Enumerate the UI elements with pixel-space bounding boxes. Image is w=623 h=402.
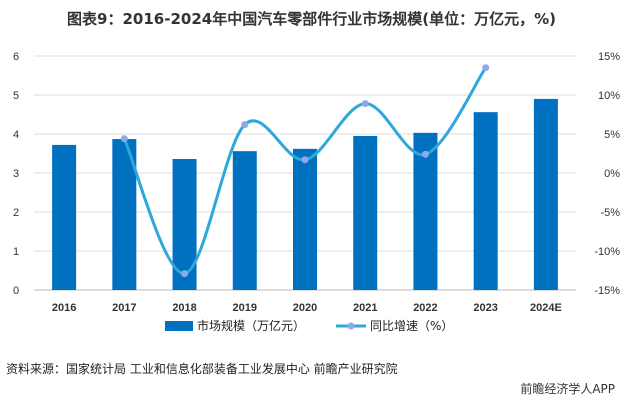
growth-point xyxy=(120,135,128,143)
right-tick-label: -10% xyxy=(594,246,620,258)
growth-point xyxy=(241,121,249,129)
source-note: 资料来源：国家统计局 工业和信息化部装备工业发展中心 前瞻产业研究院 xyxy=(6,362,398,376)
growth-point xyxy=(482,64,490,72)
chart-title: 图表9：2016-2024年中国汽车零部件行业市场规模(单位：万亿元，%) xyxy=(67,10,556,28)
right-tick-label: -15% xyxy=(594,285,620,297)
x-tick-label: 2022 xyxy=(413,302,437,314)
bar xyxy=(232,151,257,290)
legend-line-marker xyxy=(347,322,355,330)
x-tick-label: 2021 xyxy=(353,302,377,314)
left-tick-label: 1 xyxy=(13,246,19,258)
left-tick-label: 3 xyxy=(13,168,19,180)
bar xyxy=(293,148,317,290)
chart: 0 1 2 3 4 5 6 -15% -10% -5% 0% 5% 10% 15% 2016 2017 2018… xyxy=(13,51,620,333)
bar xyxy=(533,98,558,291)
growth-point xyxy=(361,100,369,108)
growth-point xyxy=(301,156,309,164)
bar xyxy=(473,112,498,290)
right-tick-label: 0% xyxy=(604,168,620,180)
left-tick-label: 2 xyxy=(13,207,19,219)
left-tick-label: 4 xyxy=(13,129,19,141)
x-tick-label: 2017 xyxy=(112,302,136,314)
left-tick-label: 0 xyxy=(13,285,19,297)
x-tick-label: 2020 xyxy=(293,302,317,314)
right-tick-label: 5% xyxy=(604,129,620,141)
x-tick-label: 2018 xyxy=(172,302,196,314)
right-tick-label: 10% xyxy=(598,90,620,102)
legend-bar-swatch xyxy=(165,321,193,331)
x-tick-label: 2019 xyxy=(233,302,257,314)
x-tick-label: 2016 xyxy=(52,302,76,314)
right-tick-label: -5% xyxy=(600,207,620,219)
x-tick-label: 2024E xyxy=(530,302,562,314)
bar xyxy=(413,132,438,290)
left-tick-label: 6 xyxy=(13,51,19,63)
legend-line-label: 同比增速（%） xyxy=(370,319,453,333)
right-tick-label: 15% xyxy=(598,51,620,63)
logo: 前瞻经济学人APP xyxy=(520,382,615,396)
growth-point xyxy=(181,270,189,278)
legend-bar-label: 市场规模（万亿元） xyxy=(197,318,305,333)
bar xyxy=(52,144,77,290)
growth-point xyxy=(421,150,429,158)
x-tick-label: 2023 xyxy=(473,302,497,314)
bar xyxy=(353,135,378,290)
left-tick-label: 5 xyxy=(13,90,19,102)
